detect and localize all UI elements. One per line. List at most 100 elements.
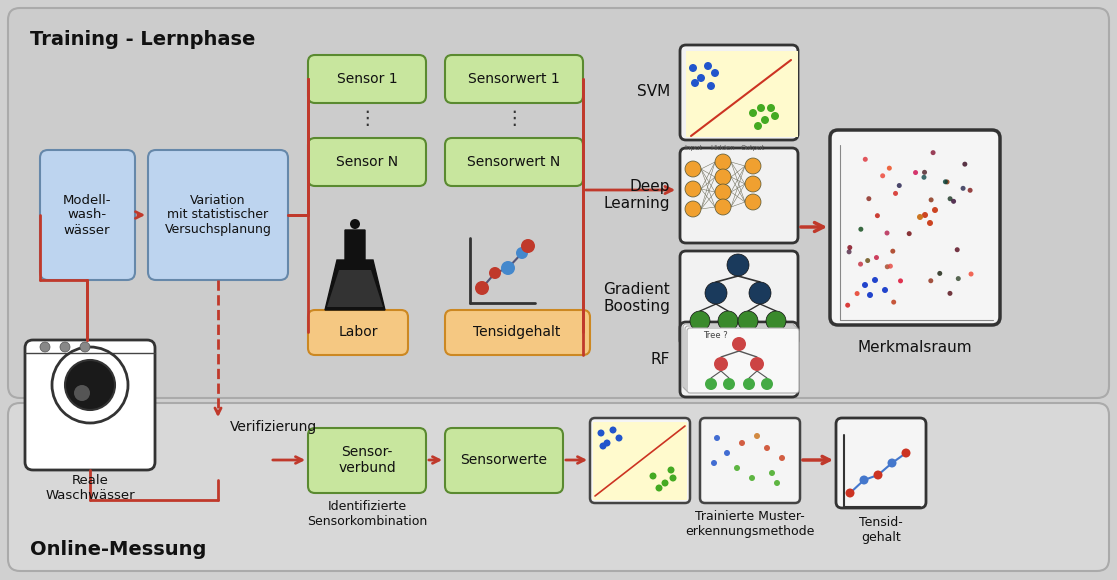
- Circle shape: [771, 112, 779, 120]
- Circle shape: [80, 342, 90, 352]
- FancyBboxPatch shape: [680, 148, 798, 243]
- Circle shape: [947, 196, 953, 201]
- Circle shape: [892, 191, 898, 196]
- Text: Identifizierte
Sensorkombination: Identifizierte Sensorkombination: [307, 500, 427, 528]
- Text: Trainierte Muster-
erkennungsmethode: Trainierte Muster- erkennungsmethode: [686, 510, 814, 538]
- Circle shape: [967, 188, 973, 193]
- Text: Gradient
Boosting: Gradient Boosting: [603, 282, 670, 314]
- Circle shape: [750, 475, 755, 481]
- Text: Modell-
wash-
wässer: Modell- wash- wässer: [63, 194, 112, 237]
- Circle shape: [743, 378, 755, 390]
- Circle shape: [917, 214, 923, 220]
- Circle shape: [866, 258, 870, 263]
- Circle shape: [943, 179, 948, 184]
- Circle shape: [745, 194, 761, 210]
- Circle shape: [859, 476, 869, 484]
- Text: Training - Lernphase: Training - Lernphase: [30, 30, 256, 49]
- Circle shape: [715, 169, 731, 185]
- Text: SVM: SVM: [637, 85, 670, 100]
- FancyBboxPatch shape: [590, 418, 690, 503]
- Circle shape: [65, 360, 115, 410]
- FancyBboxPatch shape: [593, 422, 687, 500]
- Circle shape: [846, 488, 855, 498]
- Text: ⋮: ⋮: [504, 108, 524, 128]
- Text: ⋮: ⋮: [357, 108, 376, 128]
- Circle shape: [947, 291, 953, 296]
- Circle shape: [669, 474, 677, 481]
- Circle shape: [907, 231, 911, 236]
- Circle shape: [489, 267, 502, 279]
- Circle shape: [847, 249, 851, 254]
- Circle shape: [738, 311, 758, 331]
- Text: Sensor 1: Sensor 1: [336, 72, 398, 86]
- Circle shape: [890, 249, 896, 253]
- Text: RF: RF: [650, 351, 670, 367]
- Circle shape: [779, 455, 785, 461]
- Circle shape: [888, 264, 892, 269]
- Circle shape: [661, 480, 668, 487]
- Circle shape: [704, 62, 712, 70]
- FancyBboxPatch shape: [836, 418, 926, 508]
- Circle shape: [745, 176, 761, 192]
- Circle shape: [888, 459, 897, 467]
- FancyBboxPatch shape: [680, 45, 798, 140]
- Circle shape: [932, 207, 938, 213]
- Circle shape: [521, 239, 535, 253]
- Text: Input: Input: [684, 145, 703, 151]
- Text: Merkmalsraum: Merkmalsraum: [858, 340, 972, 355]
- Text: Hidden: Hidden: [710, 145, 735, 151]
- Circle shape: [685, 161, 701, 177]
- Circle shape: [516, 247, 528, 259]
- FancyBboxPatch shape: [308, 138, 426, 186]
- Circle shape: [598, 430, 604, 437]
- Circle shape: [690, 311, 710, 331]
- Circle shape: [901, 448, 910, 458]
- Text: Sensor-
verbund: Sensor- verbund: [338, 445, 395, 475]
- Text: Labor: Labor: [338, 325, 378, 339]
- Circle shape: [705, 282, 727, 304]
- Circle shape: [882, 287, 888, 293]
- Circle shape: [615, 434, 622, 441]
- Circle shape: [750, 357, 764, 371]
- Circle shape: [610, 426, 617, 433]
- Circle shape: [685, 201, 701, 217]
- Text: Tensidgehalt: Tensidgehalt: [474, 325, 561, 339]
- Circle shape: [734, 465, 739, 471]
- Circle shape: [475, 281, 489, 295]
- Circle shape: [858, 227, 863, 232]
- FancyBboxPatch shape: [445, 138, 583, 186]
- Circle shape: [764, 445, 770, 451]
- Circle shape: [963, 162, 967, 166]
- Circle shape: [705, 378, 717, 390]
- Circle shape: [697, 74, 705, 82]
- Text: Online-Messung: Online-Messung: [30, 540, 207, 559]
- Circle shape: [891, 300, 896, 304]
- Circle shape: [714, 357, 728, 371]
- FancyBboxPatch shape: [700, 418, 800, 503]
- Text: Sensorwert N: Sensorwert N: [467, 155, 561, 169]
- Circle shape: [928, 197, 934, 202]
- Circle shape: [956, 276, 961, 281]
- Circle shape: [885, 230, 889, 235]
- FancyBboxPatch shape: [680, 251, 798, 346]
- Circle shape: [848, 245, 852, 250]
- FancyBboxPatch shape: [147, 150, 288, 280]
- Circle shape: [691, 79, 699, 87]
- Circle shape: [603, 440, 611, 447]
- Circle shape: [955, 247, 960, 252]
- Circle shape: [712, 69, 719, 77]
- Circle shape: [968, 271, 974, 277]
- Circle shape: [761, 116, 768, 124]
- Circle shape: [922, 170, 927, 175]
- Circle shape: [761, 378, 773, 390]
- Circle shape: [922, 175, 926, 180]
- Text: Output: Output: [741, 145, 765, 151]
- Text: Tensid-
gehalt: Tensid- gehalt: [859, 516, 903, 544]
- Circle shape: [961, 186, 965, 191]
- Circle shape: [768, 470, 775, 476]
- Polygon shape: [327, 270, 383, 307]
- Circle shape: [887, 166, 891, 171]
- Circle shape: [727, 254, 750, 276]
- Circle shape: [846, 303, 850, 307]
- Circle shape: [862, 282, 868, 288]
